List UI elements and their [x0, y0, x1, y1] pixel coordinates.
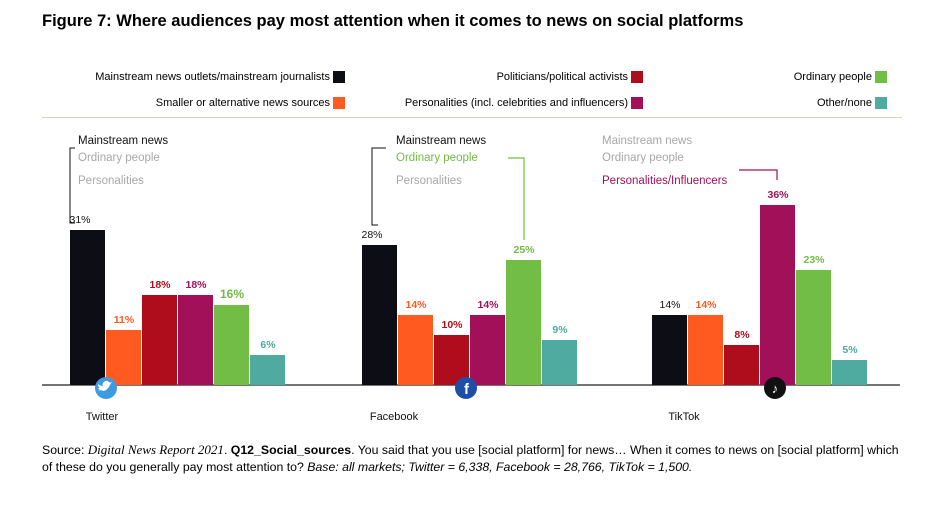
legend-swatch-smaller: [333, 97, 345, 109]
legend-label: Smaller or alternative news sources: [155, 97, 330, 109]
tiktok-note-glyph: ♪: [772, 381, 779, 396]
bar-facebook-other: [542, 340, 577, 385]
data-label-tiktok-personalities: 36%: [767, 189, 789, 201]
data-label-facebook-personalities: 14%: [477, 299, 499, 311]
data-label-twitter-personalities: 18%: [185, 279, 207, 291]
legend-swatch-mainstream: [333, 71, 345, 83]
figure-title: Figure 7: Where audiences pay most atten…: [42, 12, 744, 30]
legend-item-other: Other/none: [817, 96, 887, 110]
legend-divider: [42, 117, 902, 118]
source-report: Digital News Report 2021: [87, 442, 224, 457]
bar-tiktok-ordinary: [796, 270, 831, 385]
facebook-icon: [455, 377, 477, 399]
annotation-facebook-3: Personalities: [396, 175, 462, 187]
bar-facebook-personalities: [470, 315, 505, 385]
bar-twitter-ordinary: [214, 305, 249, 385]
legend-swatch-personalities: [631, 97, 643, 109]
source-question-id: Q12_Social_sources: [230, 443, 352, 457]
data-label-tiktok-mainstream: 14%: [659, 299, 680, 311]
legend-swatch-other: [875, 97, 887, 109]
annotation-facebook-1: Mainstream news: [396, 135, 486, 147]
legend-label: Mainstream news outlets/mainstream journ…: [95, 71, 330, 83]
bar-twitter-mainstream: [70, 230, 105, 385]
bracket-tiktok-personalities: [739, 169, 778, 180]
legend-item-personalities: Personalities (incl. celebrities and inf…: [405, 96, 643, 110]
data-label-twitter-other: 6%: [260, 339, 276, 351]
tiktok-icon: [764, 377, 786, 399]
bracket-twitter-mainstream: [69, 147, 75, 224]
bar-facebook-smaller: [398, 315, 433, 385]
data-label-facebook-smaller: 14%: [405, 299, 427, 311]
legend-item-mainstream: Mainstream news outlets/mainstream journ…: [95, 70, 345, 84]
data-label-facebook-politicians: 10%: [441, 319, 463, 331]
data-label-facebook-ordinary: 25%: [513, 244, 535, 256]
annotation-twitter-2: Ordinary people: [78, 152, 160, 164]
annotation-tiktok-3: Personalities/Influencers: [602, 175, 728, 187]
bar-tiktok-mainstream: [652, 315, 687, 385]
legend-swatch-politicians: [631, 71, 643, 83]
bar-facebook-politicians: [434, 335, 469, 385]
bar-tiktok-other: [832, 360, 867, 385]
facebook-f-glyph: f: [464, 381, 470, 398]
legend-label: Ordinary people: [793, 71, 872, 83]
legend-label: Personalities (incl. celebrities and inf…: [404, 97, 628, 109]
source-note: Source: Digital News Report 2021. Q12_So…: [42, 442, 899, 474]
legend-item-smaller: Smaller or alternative news sources: [156, 96, 345, 110]
annotation-tiktok-2: Ordinary people: [602, 152, 684, 164]
bar-facebook-ordinary: [506, 260, 541, 385]
bar-twitter-smaller: [106, 330, 141, 385]
bracket-facebook-ordinary: [508, 157, 525, 240]
x-tick-label-facebook: Facebook: [370, 411, 419, 423]
legend-label: Other/none: [816, 97, 872, 109]
bar-twitter-personalities: [178, 295, 213, 385]
bar-facebook-mainstream: [362, 245, 397, 385]
legend-item-politicians: Politicians/political activists: [497, 70, 643, 84]
data-label-tiktok-other: 5%: [842, 344, 858, 356]
twitter-bird-glyph: [98, 380, 112, 391]
legend-item-ordinary: Ordinary people: [794, 70, 887, 84]
source-base: Base: all markets; Twitter = 6,338, Face…: [307, 460, 693, 474]
data-label-tiktok-ordinary: 23%: [803, 254, 825, 266]
bar-twitter-politicians: [142, 295, 177, 385]
annotation-tiktok-1: Mainstream news: [602, 135, 692, 147]
bar-tiktok-smaller: [688, 315, 723, 385]
bar-twitter-other: [250, 355, 285, 385]
x-tick-label-twitter: Twitter: [86, 411, 119, 423]
bracket-facebook-mainstream: [371, 147, 386, 226]
annotation-twitter-3: Personalities: [78, 175, 144, 187]
data-label-facebook-mainstream: 28%: [361, 229, 382, 241]
legend-swatch-ordinary: [875, 71, 887, 83]
data-label-tiktok-smaller: 14%: [695, 299, 717, 311]
legend-label: Politicians/political activists: [496, 71, 628, 83]
data-label-facebook-other: 9%: [552, 324, 568, 336]
annotation-facebook-2: Ordinary people: [396, 152, 478, 164]
bar-tiktok-personalities: [760, 205, 795, 385]
x-tick-label-tiktok: TikTok: [668, 411, 700, 423]
data-label-twitter-smaller: 11%: [114, 314, 135, 326]
data-label-twitter-mainstream: 31%: [69, 214, 90, 226]
data-label-tiktok-politicians: 8%: [734, 329, 750, 341]
data-label-twitter-ordinary: 16%: [220, 287, 244, 301]
data-label-twitter-politicians: 18%: [149, 279, 171, 291]
bar-tiktok-politicians: [724, 345, 759, 385]
annotation-twitter-1: Mainstream news: [78, 135, 168, 147]
